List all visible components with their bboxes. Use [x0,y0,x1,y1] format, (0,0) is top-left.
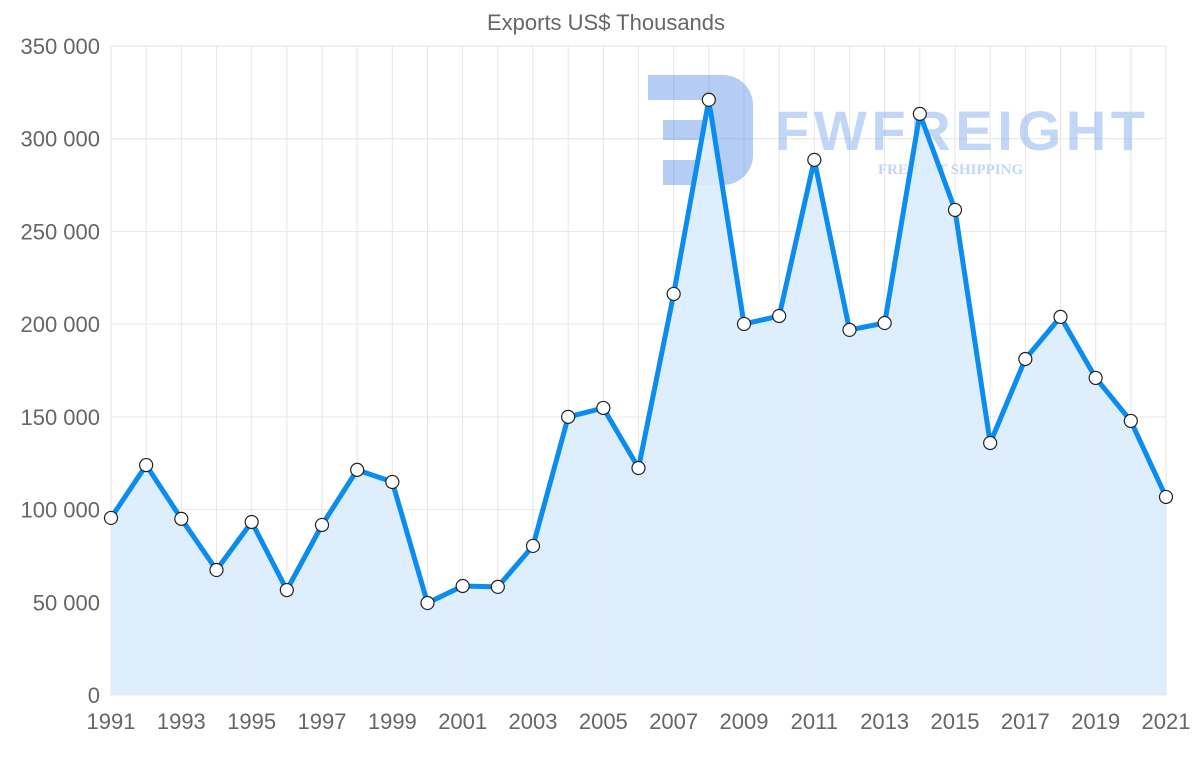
x-tick-label: 2011 [791,709,838,734]
data-point [244,514,259,530]
area-fill [111,99,1166,696]
data-point [279,582,294,598]
y-tick-label: 300 000 [20,127,100,152]
data-point [490,579,505,594]
data-point [772,308,787,324]
x-tick-label: 2005 [579,709,628,734]
x-tick-label: 1999 [368,709,417,734]
data-point [455,578,470,594]
data-point [596,400,611,416]
x-tick-label: 2019 [1071,709,1120,734]
y-tick-label: 350 000 [20,34,100,59]
x-axis: 1991 1993 1995 1997 1999 2001 2003 2005 2007 2009… [87,709,1191,734]
data-point [1088,370,1103,386]
data-point [350,462,365,477]
data-point [1018,351,1033,367]
data-point [139,457,154,473]
data-point [209,562,224,578]
y-axis: 0 50 000 100 000 150 000 200 000 250 000 300 0… [20,34,100,708]
x-tick-label: 2017 [1001,709,1050,734]
data-point [701,92,716,107]
data-point [947,202,963,218]
data-point [314,517,330,533]
x-tick-label: 1991 [87,709,136,734]
data-point [525,538,541,554]
y-tick-label: 200 000 [20,312,100,337]
data-point [877,315,892,331]
y-tick-label: 150 000 [20,405,100,430]
chart-title: Exports US$ Thousands [487,10,725,35]
x-tick-label: 1993 [157,709,206,734]
data-point [174,511,189,526]
data-point [631,460,646,476]
data-point [1158,489,1174,505]
logo-mark-icon [648,75,753,185]
x-tick-label: 2001 [438,709,487,734]
data-points [103,92,1174,611]
x-tick-label: 2021 [1142,709,1191,734]
y-tick-label: 250 000 [20,219,100,244]
x-tick-label: 1995 [227,709,276,734]
data-point [912,106,927,121]
data-point [807,152,822,167]
data-point [420,595,435,611]
y-tick-label: 50 000 [33,590,100,615]
watermark-brand: FWFREIGHT [775,99,1145,162]
data-point [1123,413,1138,429]
data-point [666,286,681,302]
data-point [842,322,857,337]
data-point [385,474,400,490]
data-point [561,409,576,424]
watermark-tagline: FREIGHT SHIPPING [878,162,1023,178]
data-point [736,316,752,332]
y-tick-label: 100 000 [20,498,100,523]
data-point [1053,309,1068,325]
y-tick-label: 0 [88,683,100,708]
x-tick-label: 1997 [298,709,347,734]
x-tick-label: 2015 [931,709,980,734]
x-tick-label: 2013 [860,709,909,734]
watermark-logo: FWFREIGHT FREIGHT SHIPPING [648,75,1145,185]
data-point [103,510,119,526]
x-tick-label: 2007 [649,709,698,734]
data-point [983,435,998,451]
x-tick-label: 2009 [720,709,769,734]
x-tick-label: 2003 [509,709,558,734]
